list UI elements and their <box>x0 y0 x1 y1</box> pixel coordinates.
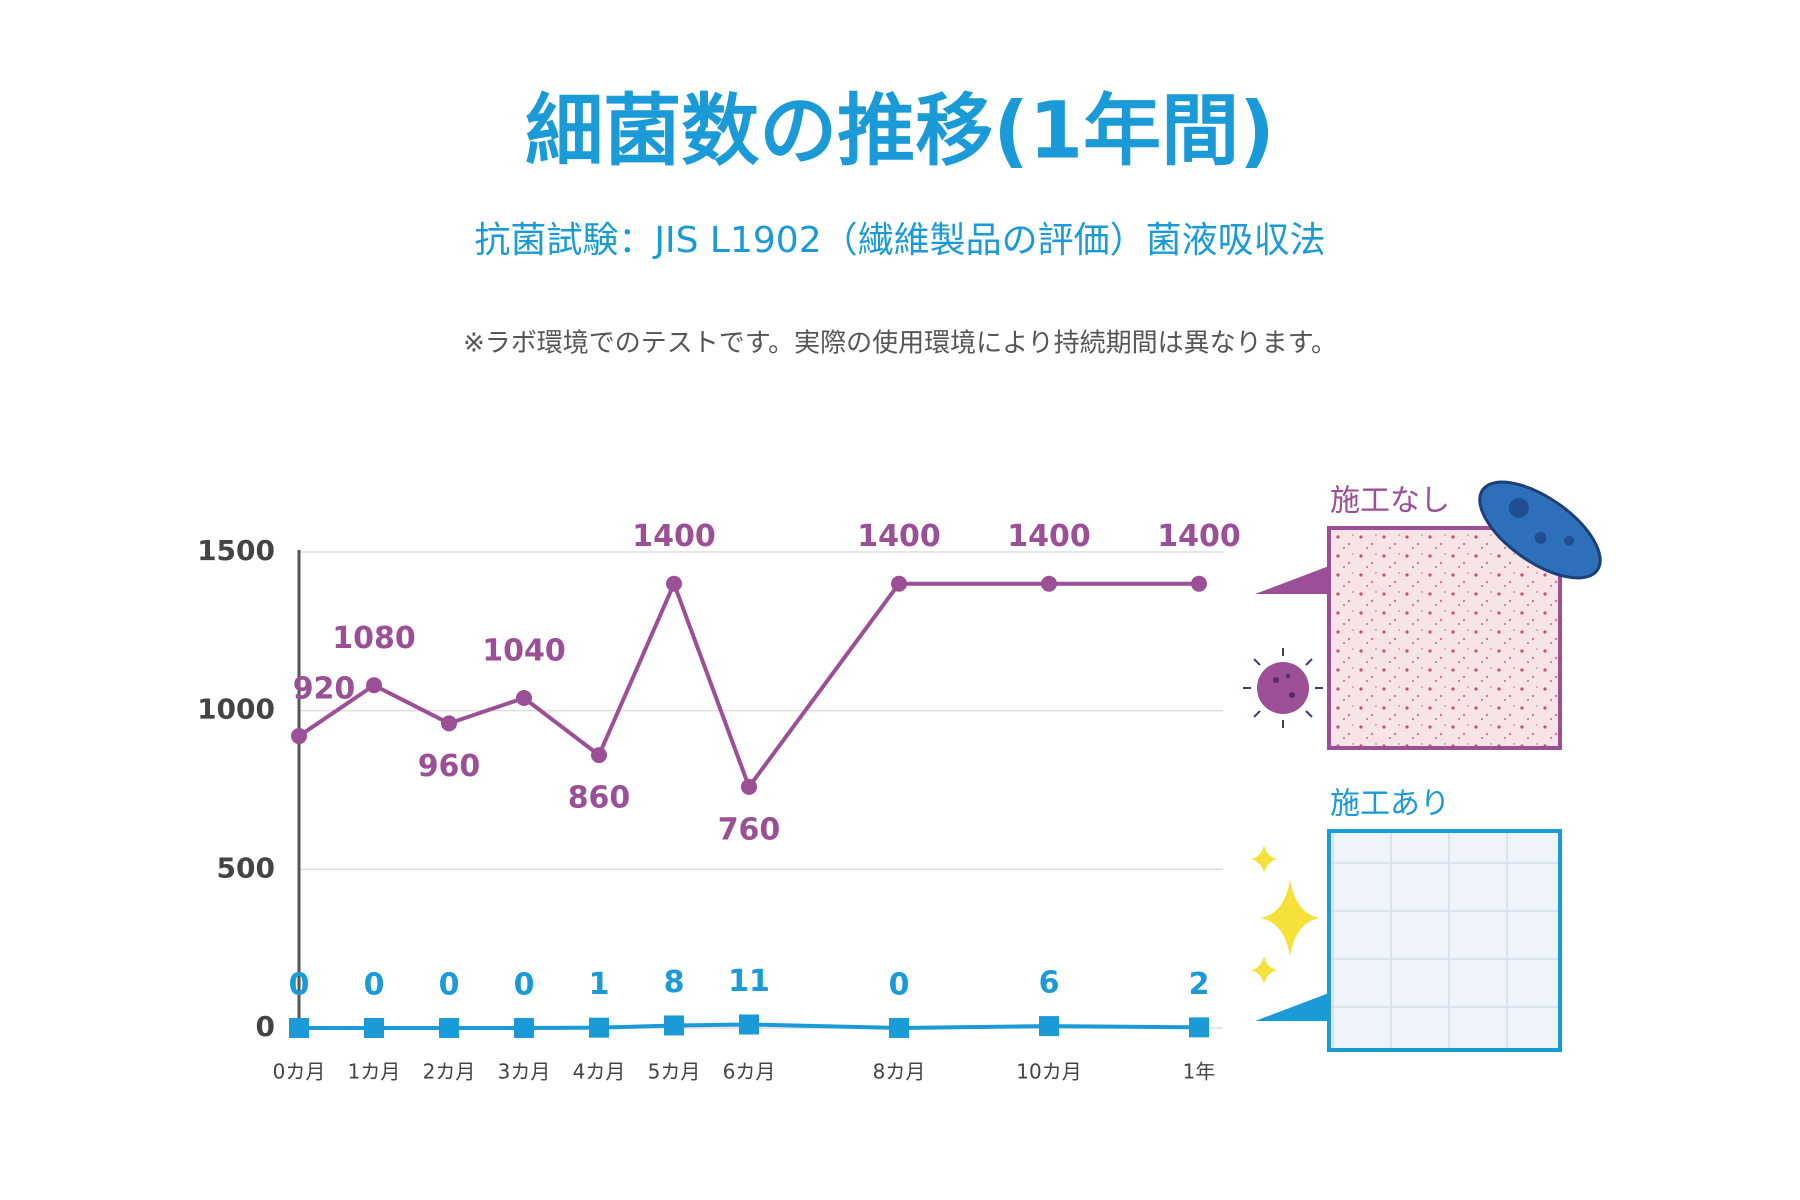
data-point <box>366 677 382 694</box>
data-point <box>289 1018 309 1038</box>
data-point <box>1041 575 1057 592</box>
data-point <box>589 1017 609 1038</box>
data-label: 920 <box>293 672 356 707</box>
data-point <box>514 1018 534 1038</box>
data-point <box>441 715 457 732</box>
y-tick-label: 1500 <box>197 534 275 567</box>
x-tick-label: 4カ月 <box>573 1060 626 1084</box>
chart-subtitle: 抗菌試験：JIS L1902（繊維製品の評価）菌液吸収法 <box>474 220 1325 261</box>
data-label: 0 <box>364 968 385 1003</box>
data-point <box>439 1018 459 1038</box>
data-label: 960 <box>418 749 481 784</box>
chart-title: 細菌数の推移(1年間) <box>525 86 1275 176</box>
untreated-sample <box>1327 526 1562 750</box>
x-tick-label: 6カ月 <box>723 1060 776 1084</box>
data-label: 1080 <box>332 621 416 656</box>
data-point <box>1191 575 1207 592</box>
data-label: 8 <box>664 965 685 1000</box>
bacteria-icon <box>1478 480 1602 580</box>
data-label: 11 <box>728 964 770 999</box>
data-label: 0 <box>889 968 910 1003</box>
x-tick-label: 1年 <box>1183 1060 1216 1084</box>
data-label: 860 <box>568 781 631 816</box>
data-point <box>664 1015 684 1036</box>
x-tick-label: 10カ月 <box>1016 1060 1081 1084</box>
data-label: 1 <box>589 967 610 1002</box>
panel-pointer <box>1255 566 1329 594</box>
panel-label: 施工あり <box>1330 787 1450 822</box>
x-tick-label: 5カ月 <box>648 1060 701 1084</box>
y-tick-label: 1000 <box>197 693 275 726</box>
data-label: 0 <box>289 968 310 1003</box>
data-point <box>739 1014 759 1035</box>
data-point <box>1189 1017 1209 1038</box>
x-tick-label: 3カ月 <box>498 1060 551 1084</box>
data-point <box>666 575 682 592</box>
data-point <box>591 747 607 764</box>
data-label: 1400 <box>1007 519 1091 554</box>
sparkles <box>1250 845 1320 984</box>
data-point <box>741 778 757 795</box>
virus-icon <box>1243 648 1323 728</box>
data-point <box>891 575 907 592</box>
data-point <box>516 689 532 706</box>
series-line <box>299 1022 1200 1031</box>
x-tick-label: 2カ月 <box>423 1060 476 1084</box>
data-label: 6 <box>1039 966 1060 1001</box>
data-label: 1400 <box>632 519 716 554</box>
data-label: 760 <box>718 812 781 847</box>
data-label: 1040 <box>482 633 566 668</box>
data-point <box>889 1018 909 1038</box>
treated-sample <box>1327 829 1562 1052</box>
x-tick-label: 8カ月 <box>873 1060 926 1084</box>
panel-pointer <box>1255 993 1329 1021</box>
x-tick-label: 1カ月 <box>348 1060 401 1084</box>
data-point <box>364 1018 384 1038</box>
data-label: 1400 <box>1157 519 1241 554</box>
data-label: 1400 <box>857 519 941 554</box>
x-tick-label: 0カ月 <box>273 1060 326 1084</box>
panel-label: 施工なし <box>1330 484 1450 519</box>
data-label: 2 <box>1189 967 1210 1002</box>
data-label: 0 <box>439 968 460 1003</box>
chart-note: ※ラボ環境でのテストです。実際の使用環境により持続期間は異なります。 <box>463 329 1337 359</box>
data-point <box>1039 1016 1059 1037</box>
series-line <box>297 578 1199 791</box>
data-label: 0 <box>514 968 535 1003</box>
data-point <box>291 728 307 745</box>
y-tick-label: 0 <box>256 1010 275 1043</box>
y-tick-label: 500 <box>217 851 275 884</box>
